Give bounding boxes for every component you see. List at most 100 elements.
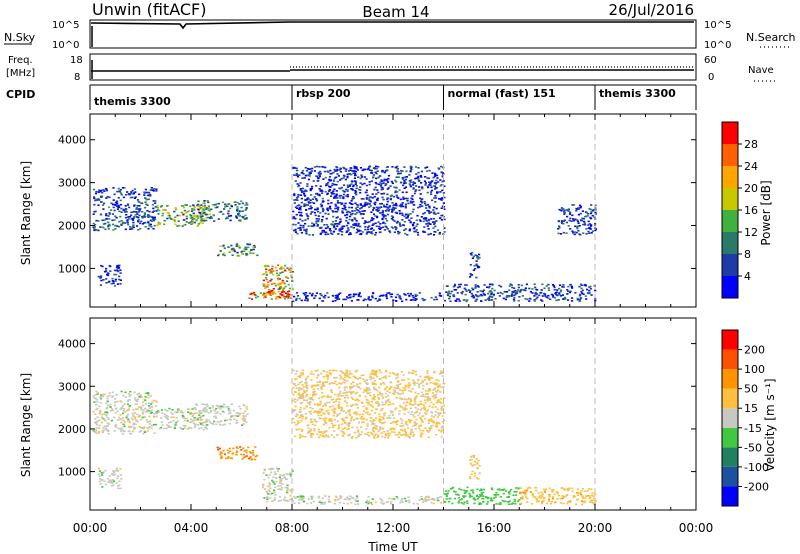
scatter-cell <box>401 419 404 422</box>
scatter-cell <box>360 174 363 176</box>
scatter-cell <box>413 204 416 206</box>
scatter-cell <box>403 497 406 500</box>
scatter-cell <box>210 208 213 211</box>
scatter-cell <box>279 474 282 476</box>
scatter-cell <box>329 418 332 420</box>
scatter-cell <box>405 421 408 424</box>
scatter-cell <box>352 185 355 188</box>
scatter-cell <box>96 423 99 426</box>
scatter-cell <box>333 197 336 199</box>
scatter-cell <box>105 189 109 192</box>
scatter-cell <box>395 300 398 302</box>
scatter-cell <box>166 217 169 220</box>
scatter-cell <box>380 422 384 424</box>
scatter-cell <box>326 292 329 294</box>
scatter-cell <box>464 288 467 291</box>
scatter-cell <box>101 479 104 481</box>
scatter-cell <box>134 196 137 198</box>
scatter-cell <box>287 295 290 298</box>
scatter-cell <box>271 500 274 502</box>
scatter-cell <box>416 223 419 225</box>
scatter-cell <box>576 227 579 230</box>
scatter-cell <box>429 420 432 422</box>
scatter-cell <box>246 253 249 256</box>
scatter-cell <box>365 298 368 301</box>
scatter-cell <box>199 423 203 425</box>
scatter-cell <box>240 449 243 451</box>
scatter-cell <box>346 496 349 498</box>
scatter-cell <box>146 430 149 432</box>
scatter-cell <box>99 226 102 228</box>
scatter-cell <box>557 299 560 301</box>
scatter-cell <box>349 232 352 234</box>
scatter-cell <box>531 288 534 290</box>
scatter-cell <box>557 494 561 497</box>
scatter-cell <box>483 293 486 296</box>
scatter-cell <box>333 382 336 384</box>
scatter-cell <box>488 296 491 298</box>
scatter-cell <box>380 180 384 182</box>
scatter-cell <box>101 474 104 476</box>
scatter-cell <box>222 411 225 414</box>
scatter-cell <box>115 266 118 269</box>
scatter-cell <box>332 414 335 417</box>
scatter-cell <box>317 497 320 499</box>
scatter-cell <box>590 204 593 206</box>
scatter-cell <box>434 195 437 197</box>
scatter-cell <box>348 377 351 379</box>
scatter-cell <box>189 205 192 208</box>
scatter-cell <box>374 402 378 404</box>
scatter-cell <box>393 391 396 394</box>
scatter-cell <box>469 252 472 255</box>
scatter-cell <box>354 202 357 205</box>
scatter-cell <box>393 207 396 209</box>
scatter-cell <box>336 434 339 436</box>
scatter-cell <box>147 194 150 197</box>
freq-tick-bottom: 8 <box>74 72 80 83</box>
scatter-cell <box>160 409 163 411</box>
scatter-cell <box>361 183 364 186</box>
scatter-cell <box>332 192 336 195</box>
scatter-cell <box>178 224 181 227</box>
scatter-cell <box>265 272 268 274</box>
scatter-cell <box>283 498 286 501</box>
scatter-cell <box>327 409 330 412</box>
scatter-cell <box>303 390 306 392</box>
scatter-cell <box>350 183 353 185</box>
scatter-cell <box>465 290 468 292</box>
scatter-cell <box>298 204 301 206</box>
scatter-cell <box>472 498 475 500</box>
scatter-cell <box>148 225 151 227</box>
scatter-cell <box>564 495 567 498</box>
scatter-cell <box>236 422 239 424</box>
scatter-cell <box>576 220 580 223</box>
scatter-cell <box>127 193 130 196</box>
scatter-cell <box>336 166 339 169</box>
scatter-cell <box>93 210 96 213</box>
scatter-cell <box>450 290 453 293</box>
scatter-cell <box>217 202 220 205</box>
scatter-cell <box>267 284 270 286</box>
scatter-cell <box>388 497 391 500</box>
scatter-cell <box>147 409 150 412</box>
scatter-cell <box>198 412 202 414</box>
scatter-cell <box>338 229 341 232</box>
scatter-cell <box>421 201 424 204</box>
scatter-cell <box>460 488 463 491</box>
scatter-cell <box>299 189 302 192</box>
scatter-cell <box>294 228 297 231</box>
scatter-cell <box>417 414 420 417</box>
scatter-cell <box>295 213 298 216</box>
scatter-cell <box>318 500 321 503</box>
scatter-cell <box>158 427 161 430</box>
scatter-cell <box>391 414 395 416</box>
scatter-cell <box>202 205 205 208</box>
scatter-cell <box>410 404 414 406</box>
scatter-cell <box>196 208 199 210</box>
scatter-cell <box>419 220 422 222</box>
scatter-cell <box>331 184 334 187</box>
scatter-cell <box>387 210 390 212</box>
scatter-cell <box>399 393 402 395</box>
scatter-cell <box>104 483 107 486</box>
scatter-cell <box>442 404 445 407</box>
